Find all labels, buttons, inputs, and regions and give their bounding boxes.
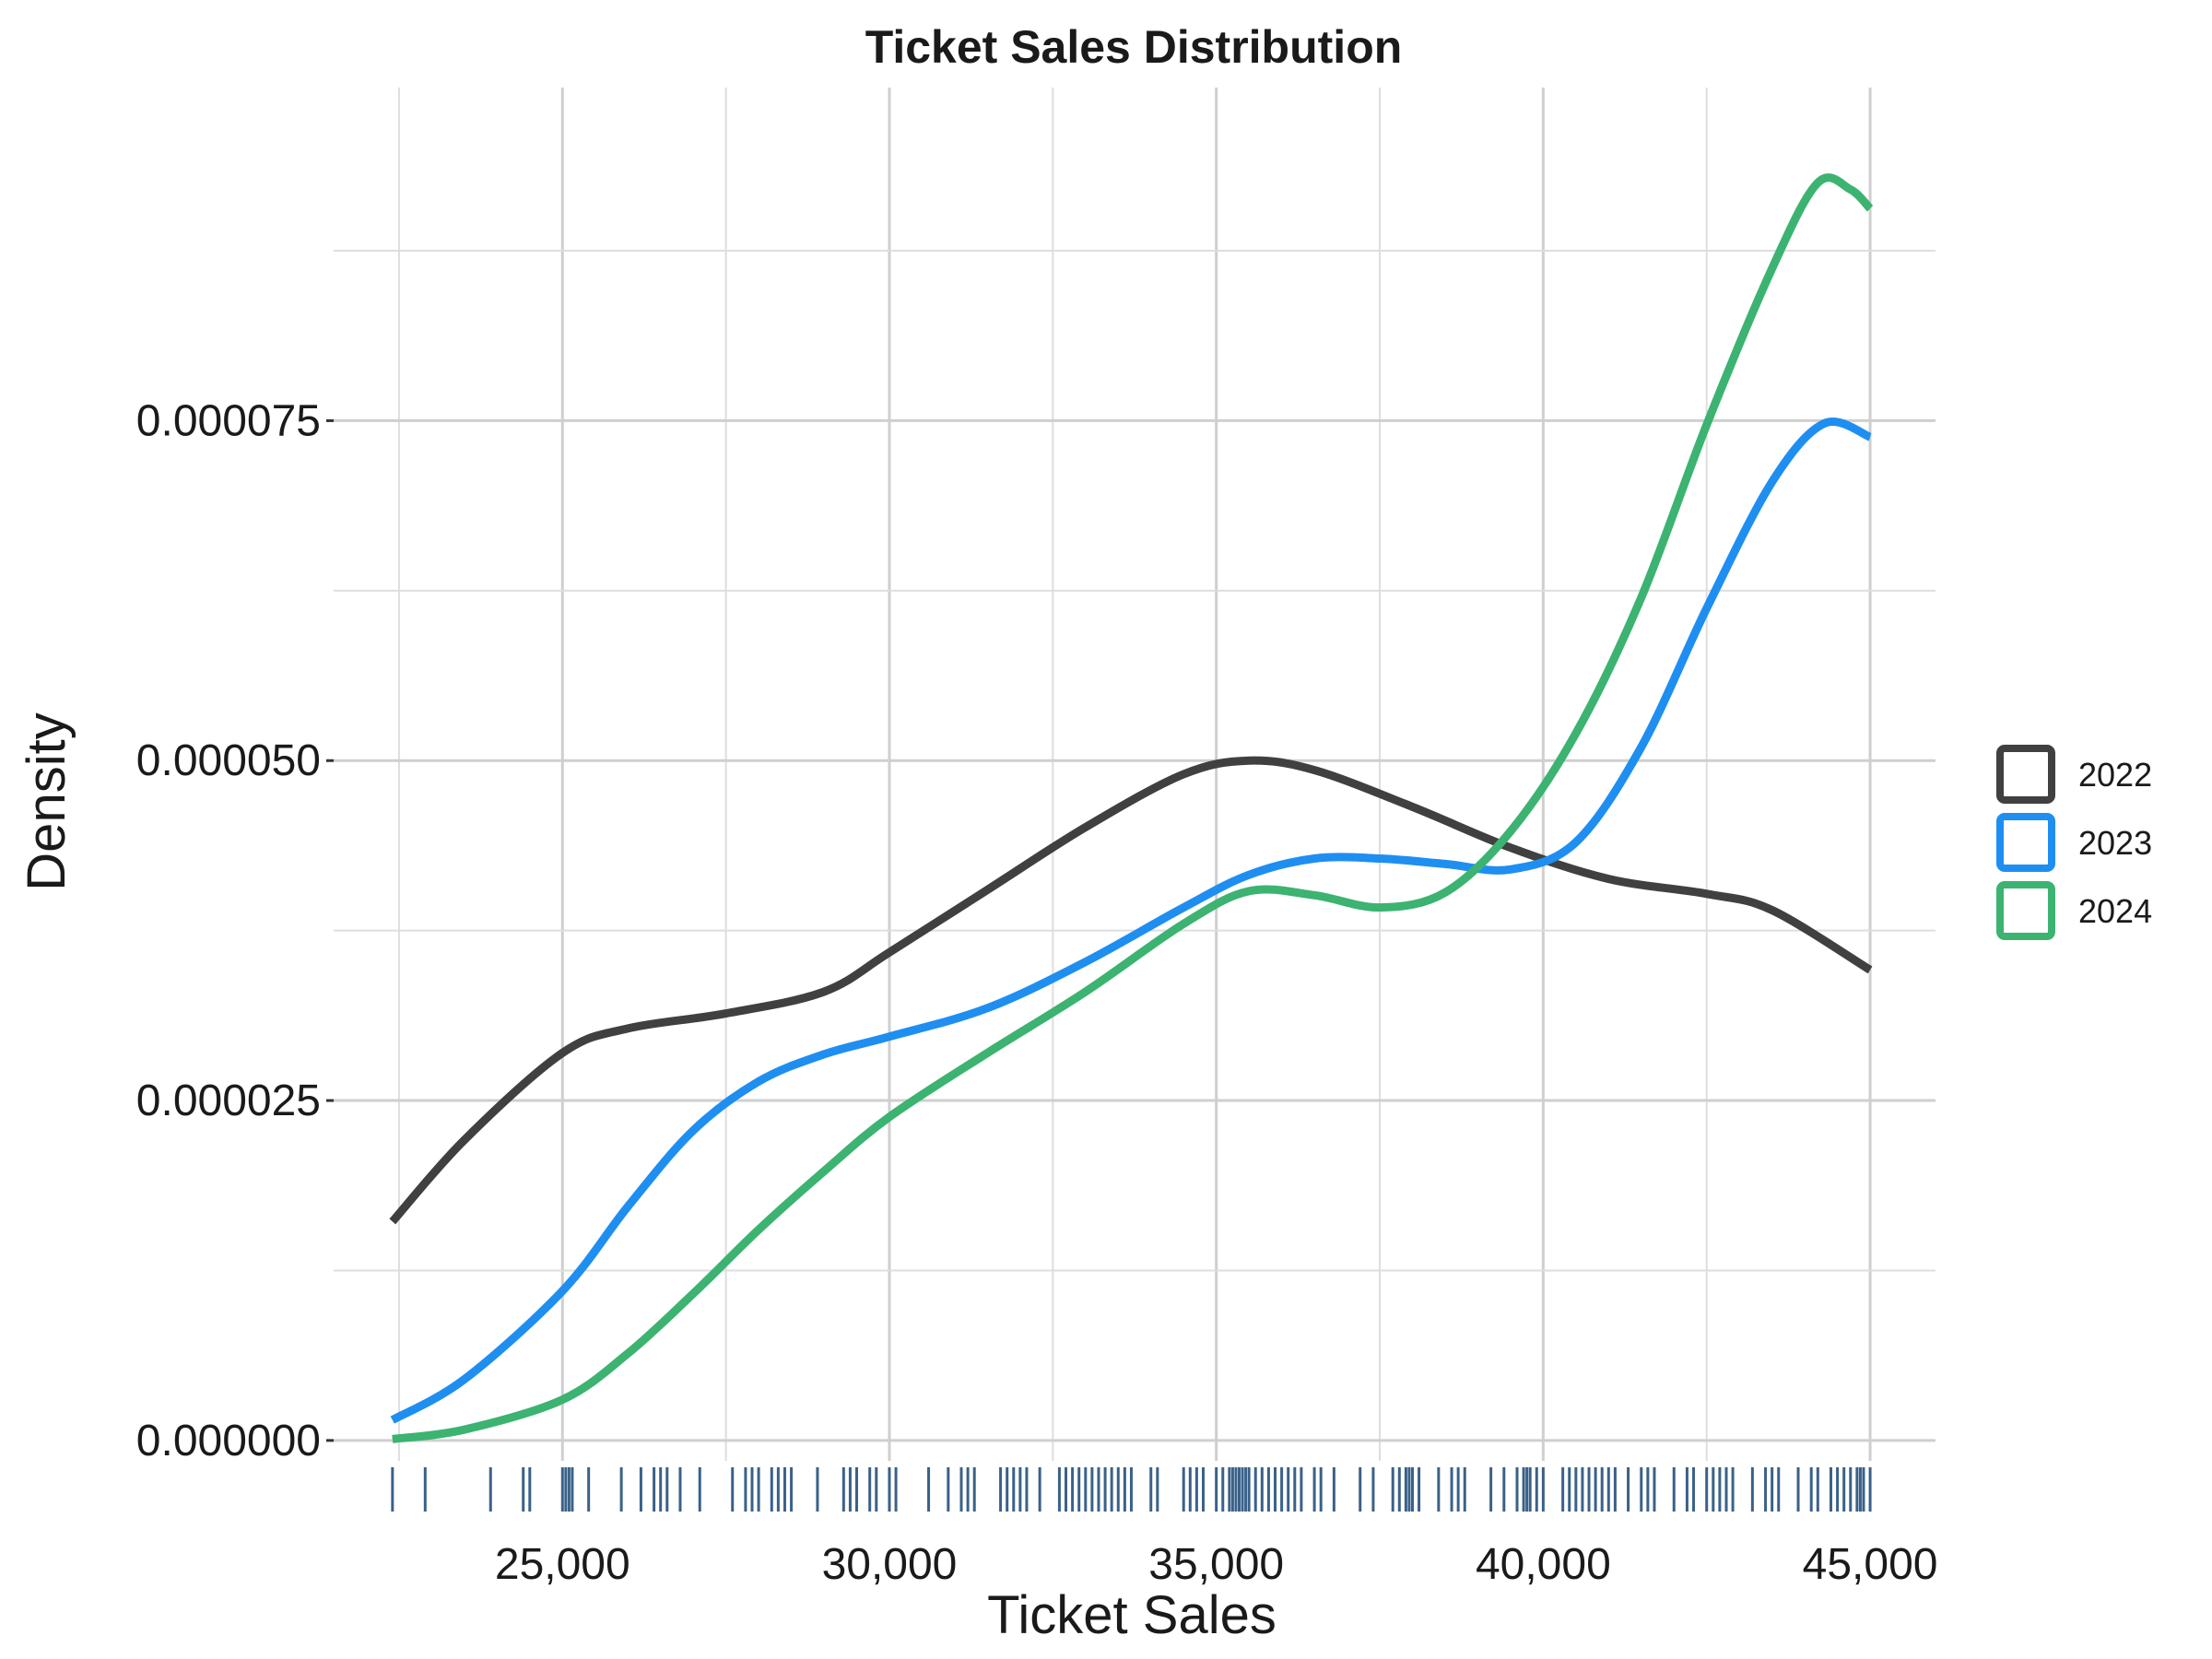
- density-curves: [389, 173, 1874, 1443]
- y-tick-label: 0.000050: [136, 736, 321, 785]
- legend-swatch-2022: [1996, 745, 2055, 804]
- x-tick-label: 45,000: [1803, 1540, 1938, 1589]
- x-axis-title: Ticket Sales: [987, 1585, 1277, 1645]
- legend-swatch-2024: [1996, 881, 2055, 940]
- density-curve-2022: [389, 756, 1873, 1225]
- legend: 2022 2023 2024: [1996, 745, 2152, 940]
- chart-title: Ticket Sales Distribution: [865, 21, 1403, 73]
- x-tick-label: 35,000: [1148, 1540, 1284, 1589]
- y-tick-label: 0.000025: [136, 1077, 321, 1125]
- legend-label-2022: 2022: [2078, 756, 2152, 794]
- y-axis-title: Density: [17, 712, 76, 890]
- x-tick-label: 30,000: [822, 1540, 958, 1589]
- y-tick-label: 0.000075: [136, 396, 321, 445]
- x-tick-label: 40,000: [1476, 1540, 1611, 1589]
- x-tick-label: 25,000: [495, 1540, 630, 1589]
- x-axis: 25,000 30,000 35,000 40,000 45,000: [495, 1540, 1938, 1589]
- legend-label-2023: 2023: [2078, 824, 2152, 862]
- legend-label-2024: 2024: [2078, 892, 2152, 930]
- y-axis: 0.000000 0.000025 0.000050 0.000075: [136, 396, 334, 1465]
- density-curve-2024: [392, 173, 1874, 1443]
- grid: [334, 88, 1936, 1461]
- density-curve-2023: [390, 418, 1872, 1424]
- rug-marks: [391, 1467, 1872, 1512]
- y-tick-label: 0.000000: [136, 1417, 321, 1465]
- legend-swatch-2023: [1996, 813, 2055, 872]
